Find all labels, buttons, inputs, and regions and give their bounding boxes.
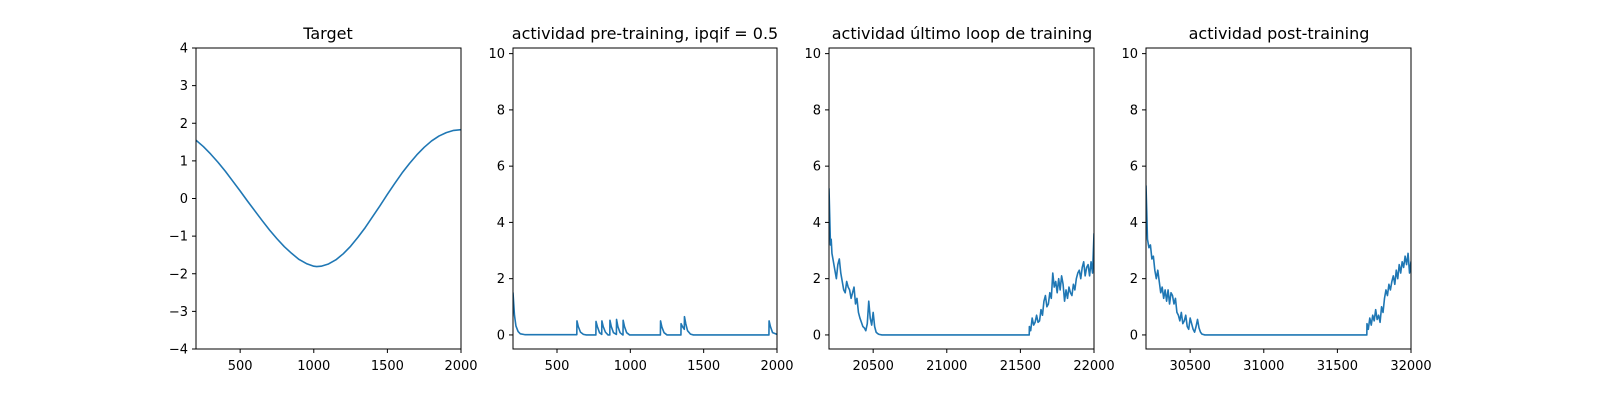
subplot-pre-training: actividad pre-training, ipqif = 0.5 500 1… bbox=[488, 24, 793, 374]
x-tick-label: 21000 bbox=[926, 359, 967, 374]
y-tick-label: 4 bbox=[1130, 216, 1138, 231]
chart-title: Target bbox=[302, 24, 353, 43]
x-tick-label: 31500 bbox=[1317, 359, 1358, 374]
y-tick-label: 2 bbox=[180, 117, 188, 132]
y-tick-label: 2 bbox=[497, 272, 505, 287]
y-tick-label: −4 bbox=[169, 343, 188, 358]
series-line bbox=[513, 291, 777, 336]
x-tick-label: 31000 bbox=[1243, 359, 1284, 374]
axis-ticks: 500 1000 1500 2000 −4 −3 −2 −1 0 1 2 3 4 bbox=[169, 42, 478, 375]
y-tick-label: 8 bbox=[497, 103, 505, 118]
series-lines bbox=[196, 128, 461, 268]
y-tick-label: 6 bbox=[497, 160, 505, 175]
series-lines bbox=[829, 187, 1094, 336]
y-tick-label: 2 bbox=[813, 272, 821, 287]
x-tick-label: 1000 bbox=[614, 359, 647, 374]
x-tick-label: 1000 bbox=[297, 359, 330, 374]
x-tick-label: 2000 bbox=[760, 359, 793, 374]
axis-ticks: 30500 31000 31500 32000 0 2 4 6 8 10 bbox=[1121, 47, 1431, 374]
subplot-last-training-loop: actividad último loop de training 20500 2… bbox=[804, 24, 1114, 374]
x-tick-label: 2000 bbox=[444, 359, 477, 374]
series-lines bbox=[1146, 185, 1411, 336]
x-tick-label: 32000 bbox=[1390, 359, 1431, 374]
axis-ticks: 500 1000 1500 2000 0 2 4 6 8 10 bbox=[488, 47, 793, 374]
y-tick-label: 0 bbox=[180, 192, 188, 207]
axes-frame bbox=[195, 47, 462, 350]
x-tick-label: 22000 bbox=[1073, 359, 1114, 374]
chart-title: actividad último loop de training bbox=[832, 24, 1093, 43]
y-tick-label: 2 bbox=[1130, 272, 1138, 287]
y-tick-label: −3 bbox=[169, 305, 188, 320]
axes-frame bbox=[1145, 47, 1412, 350]
x-tick-label: 500 bbox=[228, 359, 253, 374]
y-tick-label: 6 bbox=[813, 160, 821, 175]
y-tick-label: 0 bbox=[813, 328, 821, 343]
subplot-post-training: actividad post-training 30500 31000 31500 3… bbox=[1121, 24, 1431, 374]
series-line bbox=[196, 128, 461, 268]
x-tick-label: 500 bbox=[545, 359, 570, 374]
y-tick-label: 0 bbox=[1130, 328, 1138, 343]
y-tick-label: 6 bbox=[1130, 160, 1138, 175]
y-tick-label: 4 bbox=[813, 216, 821, 231]
series-line bbox=[1146, 185, 1411, 336]
x-tick-label: 1500 bbox=[687, 359, 720, 374]
y-tick-label: 10 bbox=[804, 47, 821, 62]
axis-ticks: 20500 21000 21500 22000 0 2 4 6 8 10 bbox=[804, 47, 1114, 374]
x-tick-label: 20500 bbox=[852, 359, 893, 374]
y-tick-label: 1 bbox=[180, 154, 188, 169]
y-tick-label: 10 bbox=[488, 47, 505, 62]
series-lines bbox=[513, 291, 777, 336]
axes-frame bbox=[512, 47, 778, 350]
x-tick-label: 1500 bbox=[371, 359, 404, 374]
chart-title: actividad post-training bbox=[1189, 24, 1370, 43]
series-line bbox=[829, 187, 1094, 336]
y-tick-label: 3 bbox=[180, 79, 188, 94]
x-tick-label: 21500 bbox=[1000, 359, 1041, 374]
y-tick-label: 4 bbox=[497, 216, 505, 231]
y-tick-label: 0 bbox=[497, 328, 505, 343]
y-tick-label: 8 bbox=[1130, 103, 1138, 118]
y-tick-label: 4 bbox=[180, 42, 188, 57]
x-tick-label: 30500 bbox=[1169, 359, 1210, 374]
y-tick-label: −2 bbox=[169, 267, 188, 282]
subplot-target: Target 500 1000 1500 2000 −4 −3 −2 −1 0 1 2 3 4 bbox=[169, 24, 478, 374]
y-tick-label: 10 bbox=[1121, 47, 1138, 62]
y-tick-label: −1 bbox=[169, 230, 188, 245]
axes-frame bbox=[828, 47, 1095, 350]
y-tick-label: 8 bbox=[813, 103, 821, 118]
chart-title: actividad pre-training, ipqif = 0.5 bbox=[512, 24, 778, 43]
